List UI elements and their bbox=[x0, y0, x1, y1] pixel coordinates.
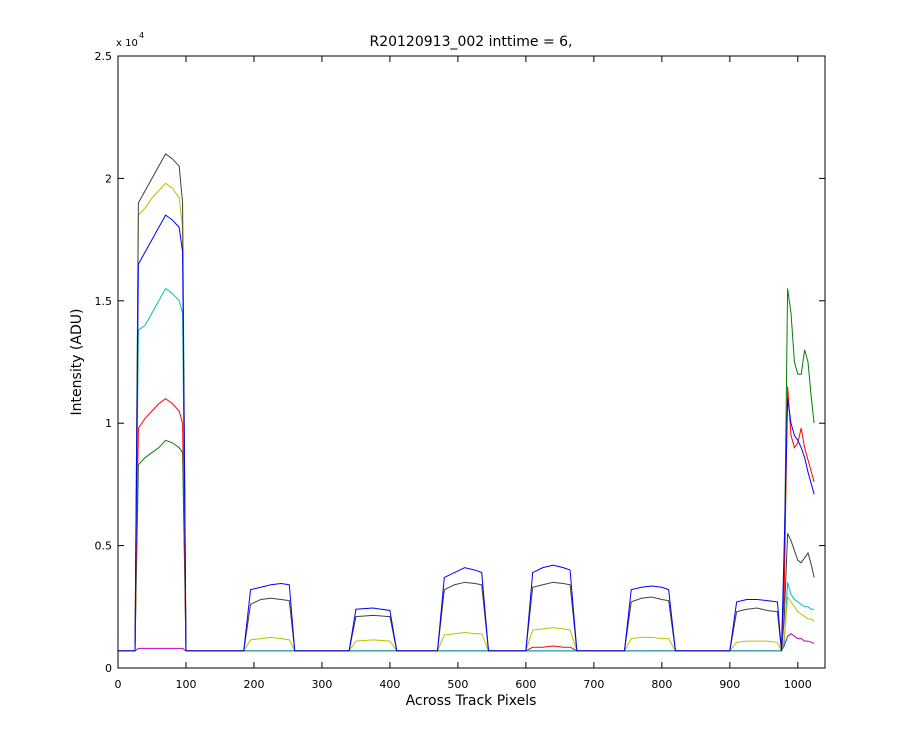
plot-frame bbox=[117, 55, 826, 669]
x-tick-label: 400 bbox=[379, 678, 400, 691]
series-line bbox=[118, 214, 815, 652]
x-tick-label: 1000 bbox=[784, 678, 812, 691]
x-axis-label: Across Track Pixels bbox=[406, 693, 537, 709]
x-tick-label: 200 bbox=[243, 678, 264, 691]
x-tick-label: 500 bbox=[447, 678, 468, 691]
x-tick-label: 600 bbox=[515, 678, 536, 691]
y-exponent-base: x 10 bbox=[116, 38, 138, 49]
x-tick-label: 100 bbox=[175, 678, 196, 691]
y-tick-label: 0.5 bbox=[95, 540, 113, 553]
y-tick-label: 2 bbox=[105, 172, 112, 185]
y-tick-label: 1 bbox=[105, 417, 112, 430]
x-tick-label: 900 bbox=[719, 678, 740, 691]
x-tick-label: 800 bbox=[651, 678, 672, 691]
y-tick-label: 0 bbox=[105, 662, 112, 675]
x-tick-label: 700 bbox=[583, 678, 604, 691]
y-tick-label: 1.5 bbox=[95, 295, 113, 308]
x-tick-label: 0 bbox=[115, 678, 122, 691]
y-axis-label: Intensity (ADU) bbox=[69, 309, 85, 416]
y-tick-label: 2.5 bbox=[95, 50, 113, 63]
chart-title: R20120913_002 inttime = 6, bbox=[369, 34, 572, 50]
x-tick-label: 300 bbox=[311, 678, 332, 691]
y-exponent-power: 4 bbox=[139, 31, 144, 40]
